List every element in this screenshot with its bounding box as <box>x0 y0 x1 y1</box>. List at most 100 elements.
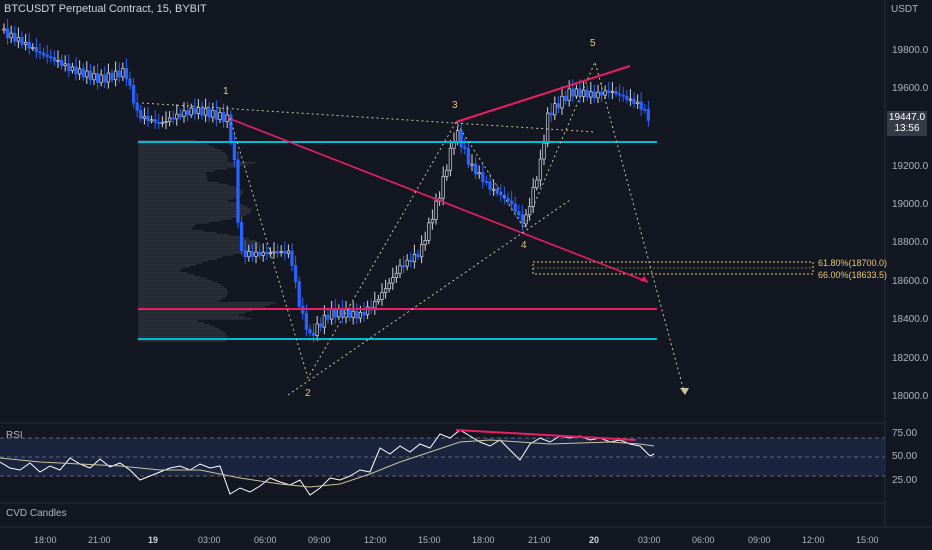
candle-body <box>448 147 453 171</box>
candle-body <box>398 265 402 274</box>
pink-arrow-head <box>640 276 648 282</box>
rsi-divergence-line <box>455 429 637 441</box>
candle-body <box>247 251 251 258</box>
candle-body <box>16 37 21 42</box>
candle-body <box>412 253 417 263</box>
candle-body <box>365 306 370 316</box>
wave-arrow-head <box>680 388 689 395</box>
candle-body <box>578 88 582 97</box>
candle-body <box>524 214 528 225</box>
candle-body <box>574 88 579 97</box>
candle-body <box>329 308 334 320</box>
candle-body <box>52 57 57 62</box>
wave-label-2: 2 <box>305 388 311 399</box>
candle-body <box>509 200 514 205</box>
candle-body <box>45 54 49 58</box>
rsi-indicator-label[interactable]: RSI <box>6 430 23 441</box>
candle-body <box>470 163 474 166</box>
volume-profile-bar <box>138 210 252 212</box>
volume-profile-bar <box>138 258 218 260</box>
volume-profile-bar <box>138 314 239 316</box>
candle-body <box>452 141 456 149</box>
volume-profile-bar <box>138 290 228 292</box>
volume-profile-bar <box>138 150 222 152</box>
wave-path <box>229 60 686 396</box>
candle-body <box>41 52 46 56</box>
time-tick: 09:00 <box>748 535 771 545</box>
volume-profile-bar <box>138 250 252 252</box>
volume-profile-bar <box>138 270 181 272</box>
volume-profile-bar <box>138 260 209 262</box>
candle-body <box>189 107 193 116</box>
time-tick: 03:00 <box>638 535 661 545</box>
rsi-level-label: 75.00 <box>892 428 918 439</box>
volume-profile-bar <box>138 306 266 308</box>
price-tick: 19600.0 <box>892 83 929 94</box>
candle-body <box>535 179 539 188</box>
volume-profile-bar <box>138 336 228 338</box>
volume-profile-bar <box>138 176 208 178</box>
candle-body <box>77 68 82 75</box>
volume-profile-bar <box>138 324 210 326</box>
volume-profile <box>138 140 276 342</box>
candle-body <box>617 93 622 96</box>
candle-body <box>621 94 625 97</box>
candle-body <box>477 172 481 175</box>
volume-profile-bar <box>138 222 210 224</box>
rsi-ma-line <box>0 439 655 488</box>
volume-profile-bar <box>138 310 253 312</box>
candle-body <box>571 88 575 97</box>
candle-body <box>164 121 168 123</box>
candle-body <box>182 110 186 118</box>
volume-profile-bar <box>138 282 217 284</box>
candle-body <box>423 240 427 245</box>
volume-profile-bar <box>138 320 198 322</box>
wave-label-1: 1 <box>223 86 229 97</box>
candle-body <box>88 70 93 81</box>
candle-body <box>250 251 255 257</box>
volume-profile-bar <box>138 196 239 198</box>
candle-body <box>362 312 366 316</box>
volume-profile-bar <box>138 216 241 218</box>
candle-body <box>401 265 406 268</box>
candle-body <box>34 47 39 53</box>
volume-profile-bar <box>138 256 223 258</box>
volume-profile-bar <box>138 234 230 236</box>
candle-body <box>455 130 460 143</box>
volume-profile-bar <box>138 330 223 332</box>
candle-body <box>171 117 175 120</box>
volume-profile-bar <box>138 266 190 268</box>
candle-body <box>167 117 172 122</box>
candle-body <box>391 277 395 284</box>
volume-profile-bar <box>138 230 203 232</box>
rsi-level-label: 50.00 <box>892 451 918 462</box>
candle-body <box>257 251 262 256</box>
candle-body <box>149 119 154 122</box>
candle-body <box>218 112 222 120</box>
volume-profile-bar <box>138 286 225 288</box>
candle-body <box>337 308 341 318</box>
candle-body <box>85 70 89 78</box>
volume-profile-bar <box>138 252 244 254</box>
candle-body <box>351 310 355 318</box>
candle-body <box>491 188 496 191</box>
volume-profile-bar <box>138 198 234 200</box>
candle-body <box>473 163 478 175</box>
candle-body <box>387 282 391 290</box>
candle-body <box>110 72 114 81</box>
wave-channel-bottom <box>287 199 571 396</box>
volume-profile-bar <box>138 180 209 182</box>
wave-label-3: 3 <box>452 100 458 111</box>
candle-body <box>232 141 237 161</box>
time-tick: 20 <box>589 535 600 545</box>
candle-body <box>293 265 298 282</box>
volume-profile-bar <box>138 212 251 214</box>
volume-profile-bar <box>138 206 248 208</box>
time-tick: 06:00 <box>692 535 715 545</box>
cvd-indicator-label[interactable]: CVD Candles <box>6 508 67 519</box>
volume-profile-bar <box>138 192 244 194</box>
candle-body <box>103 74 107 83</box>
candle-body <box>481 172 485 182</box>
time-tick: 06:00 <box>254 535 277 545</box>
